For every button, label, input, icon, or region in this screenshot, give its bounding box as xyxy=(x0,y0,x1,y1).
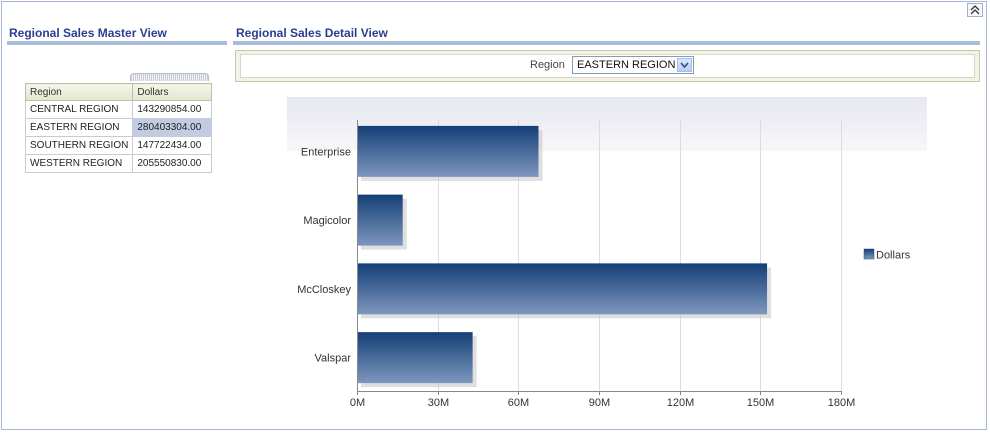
legend-label: Dollars xyxy=(876,250,911,262)
category-label: Enterprise xyxy=(301,146,351,158)
bar xyxy=(357,332,473,384)
table-row[interactable]: SOUTHERN REGION 147722434.00 xyxy=(24,136,213,155)
bar xyxy=(357,263,768,315)
detail-title-rule xyxy=(233,41,980,45)
table-header-row: Region Dollars xyxy=(24,83,213,101)
category-label: Valspar xyxy=(315,353,352,365)
column-header-region[interactable]: Region xyxy=(24,83,134,101)
master-title-rule xyxy=(7,41,227,45)
double-chevron-up-icon xyxy=(970,5,980,15)
detail-view-title: Regional Sales Detail View xyxy=(236,26,388,40)
x-tick-label: 150M xyxy=(747,397,775,409)
master-view-title: Regional Sales Master View xyxy=(9,26,167,40)
region-label: Region xyxy=(530,59,565,71)
x-tick-label: 120M xyxy=(667,397,695,409)
table-resize-handle[interactable] xyxy=(130,73,209,81)
region-filter-panel xyxy=(235,50,980,82)
legend-swatch xyxy=(863,248,875,260)
region-select[interactable]: EASTERN REGION xyxy=(572,56,694,74)
collapse-button[interactable] xyxy=(967,3,983,17)
chevron-down-icon xyxy=(680,62,689,68)
bar xyxy=(357,125,539,177)
x-tick-label: 180M xyxy=(828,397,856,409)
master-table: Region Dollars CENTRAL REGION 143290854.0… xyxy=(24,83,213,173)
region-select-value: EASTERN REGION xyxy=(577,59,676,71)
table-row[interactable]: CENTRAL REGION 143290854.00 xyxy=(24,100,213,119)
x-tick-label: 0M xyxy=(350,397,365,409)
region-select-arrow[interactable] xyxy=(677,58,692,72)
region-cell[interactable]: WESTERN REGION xyxy=(24,154,134,173)
x-tick-label: 30M xyxy=(428,397,449,409)
dollars-cell[interactable]: 280403304.00 xyxy=(132,118,213,137)
table-row[interactable]: WESTERN REGION 205550830.00 xyxy=(24,154,213,173)
x-tick-label: 60M xyxy=(508,397,529,409)
category-label: Magicolor xyxy=(303,215,351,227)
x-tick-label: 90M xyxy=(589,397,610,409)
dollars-cell[interactable]: 205550830.00 xyxy=(132,154,213,173)
category-label: McCloskey xyxy=(297,284,351,296)
bar xyxy=(357,194,403,246)
